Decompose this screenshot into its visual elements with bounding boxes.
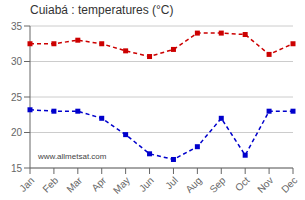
svg-text:Jul: Jul [163,175,180,192]
svg-text:30: 30 [11,56,23,67]
svg-text:15: 15 [11,163,23,174]
svg-text:Jan: Jan [17,175,36,194]
html-text:www.allmetsat.com: www.allmetsat.com [38,152,107,161]
svg-text:Apr: Apr [89,174,108,193]
svg-text:20: 20 [11,127,23,138]
svg-text:Feb: Feb [40,174,60,194]
svg-text:35: 35 [11,21,23,32]
svg-text:Oct: Oct [233,175,252,194]
svg-text:Jun: Jun [137,175,156,194]
svg-text:25: 25 [11,92,23,103]
svg-text:Mar: Mar [64,174,84,194]
svg-text:Aug: Aug [183,175,203,195]
svg-text:Sep: Sep [207,174,228,195]
svg-text:Dec: Dec [279,175,297,195]
html-text:Cuiabá : temperatures (°C): Cuiabá : temperatures (°C) [30,3,174,17]
svg-text:May: May [111,175,132,196]
svg-text:Nov: Nov [255,175,275,195]
